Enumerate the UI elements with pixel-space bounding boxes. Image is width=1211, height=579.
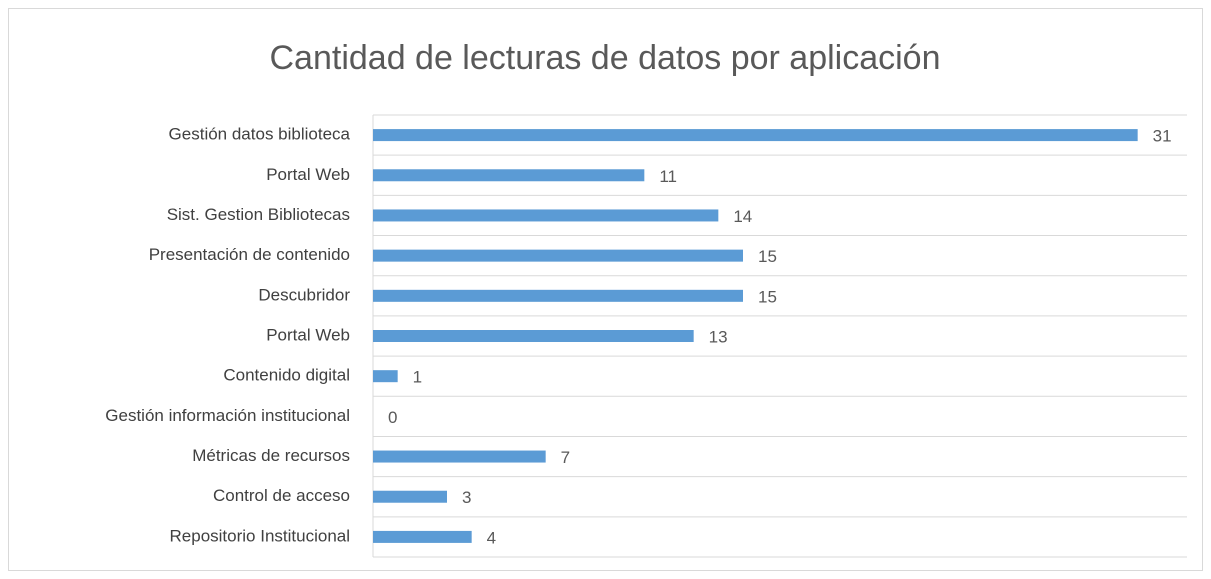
value-label: 14 xyxy=(733,207,752,226)
category-label: Portal Web xyxy=(266,325,350,344)
bar xyxy=(373,370,398,383)
value-label: 13 xyxy=(709,327,728,346)
category-label: Descubridor xyxy=(258,285,350,304)
value-label: 7 xyxy=(561,448,570,467)
category-label: Portal Web xyxy=(266,165,350,184)
value-label: 0 xyxy=(388,408,397,427)
bar xyxy=(373,169,645,182)
value-label: 4 xyxy=(487,528,496,547)
chart-title: Cantidad de lecturas de datos por aplica… xyxy=(270,39,941,77)
bar xyxy=(373,249,743,262)
category-label: Presentación de contenido xyxy=(149,245,350,264)
bar xyxy=(373,289,743,302)
bar xyxy=(373,530,472,543)
value-label: 15 xyxy=(758,247,777,266)
category-label: Repositorio Institucional xyxy=(170,526,350,545)
value-label: 3 xyxy=(462,488,471,507)
category-label: Gestión información institucional xyxy=(105,406,350,425)
chart-border xyxy=(8,8,1203,571)
bar xyxy=(373,209,719,222)
bar xyxy=(373,330,694,342)
bar xyxy=(373,129,1138,142)
category-label: Contenido digital xyxy=(223,366,350,385)
value-label: 1 xyxy=(413,368,422,387)
category-label: Sist. Gestion Bibliotecas xyxy=(167,205,350,224)
value-label: 31 xyxy=(1153,127,1172,146)
category-label: Control de acceso xyxy=(213,486,350,505)
bar xyxy=(373,450,546,463)
category-label: Gestión datos biblioteca xyxy=(169,125,351,144)
category-label: Métricas de recursos xyxy=(192,446,350,465)
value-label: 15 xyxy=(758,287,777,306)
bar xyxy=(373,490,447,503)
value-label: 11 xyxy=(659,167,677,186)
